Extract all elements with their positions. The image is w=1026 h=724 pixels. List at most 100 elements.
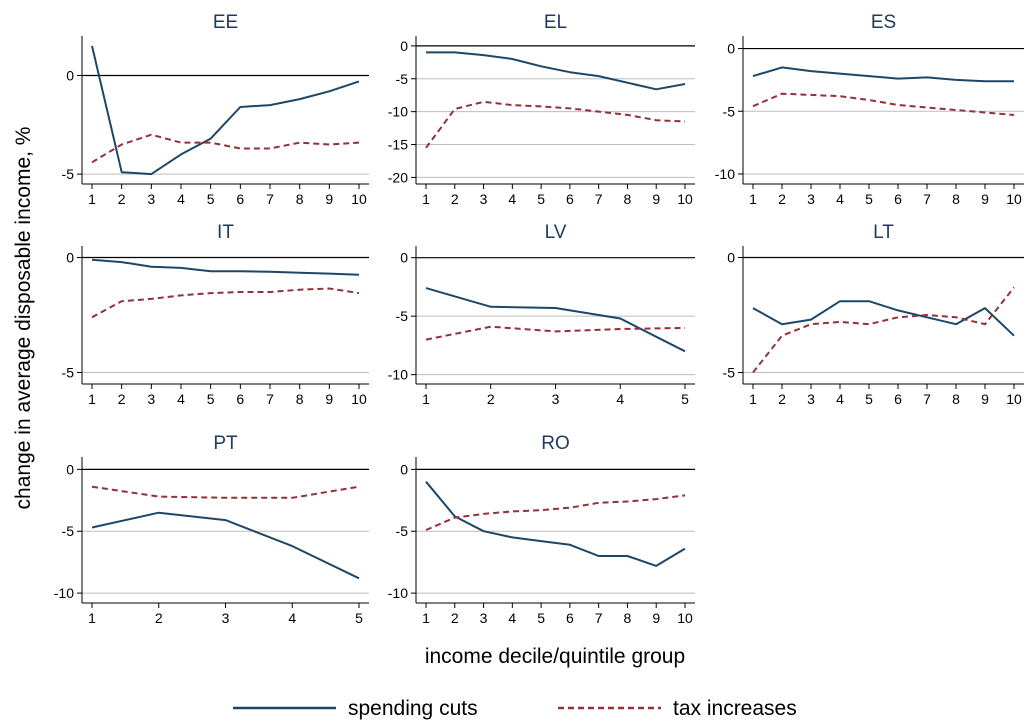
panel-title-es: ES (871, 12, 896, 33)
panel-title-ro: RO (541, 433, 570, 454)
panel-el: EL 0 -5 -10 -15 -20 1 2 3 4 5 6 7 8 9 10 (388, 12, 695, 207)
x-tick-label: 5 (207, 191, 215, 207)
panel-title-it: IT (217, 222, 234, 243)
panel-title-el: EL (544, 12, 567, 33)
x-tick-label: 2 (451, 191, 459, 207)
x-tick-label: 5 (537, 610, 545, 626)
x-tick-label: 4 (836, 191, 844, 207)
x-tick-label: 8 (296, 391, 304, 407)
x-tick-label: 2 (487, 391, 495, 407)
y-tick-label: -5 (723, 365, 736, 381)
legend: spending cuts tax increases (233, 697, 797, 720)
spending-cuts-line-lv (425, 287, 686, 353)
x-tick-label: 10 (677, 191, 693, 207)
x-tick-label: 3 (480, 610, 488, 626)
tax-increases-line-el (425, 100, 686, 149)
x-tick-label: 9 (652, 610, 660, 626)
x-tick-label: 5 (355, 610, 363, 626)
x-tick-label: 3 (807, 391, 815, 407)
y-tick-label: -5 (723, 103, 736, 119)
x-tick-label: 2 (778, 391, 786, 407)
y-tick-label: -5 (396, 71, 409, 87)
spending-cuts-line-pt (91, 511, 360, 580)
x-tick-label: 2 (155, 610, 163, 626)
x-tick-label: 2 (778, 191, 786, 207)
x-tick-label: 1 (422, 610, 430, 626)
y-tick-label: 0 (66, 461, 74, 477)
x-tick-label: 5 (207, 391, 215, 407)
panel-lv: LV 0 -5 -10 1 2 3 4 5 (388, 222, 695, 407)
x-tick-label: 6 (236, 191, 244, 207)
x-tick-label: 1 (422, 191, 430, 207)
x-tick-label: 10 (351, 191, 367, 207)
x-tick-label: 10 (677, 610, 693, 626)
x-tick-label: 7 (266, 191, 274, 207)
x-tick-label: 7 (595, 191, 603, 207)
x-tick-label: 3 (807, 191, 815, 207)
y-tick-label: -5 (396, 523, 409, 539)
y-tick-label: -10 (715, 166, 735, 182)
panel-it: IT 0 -5 1 2 3 4 5 6 7 8 9 10 (62, 222, 369, 407)
panel-title-ee: EE (213, 12, 238, 33)
x-tick-label: 10 (1006, 191, 1022, 207)
x-tick-label: 7 (595, 610, 603, 626)
x-tick-label: 1 (88, 610, 96, 626)
x-tick-label: 2 (451, 610, 459, 626)
x-tick-label: 1 (749, 191, 757, 207)
y-tick-label: -10 (388, 104, 408, 120)
panel-ro: RO 0 -5 -10 1 2 3 4 5 6 7 8 9 10 (388, 433, 695, 626)
y-tick-label: -5 (62, 523, 75, 539)
x-tick-label: 3 (147, 391, 155, 407)
x-tick-label: 9 (981, 191, 989, 207)
tax-increases-line-lt (752, 286, 1015, 374)
y-tick-label: -20 (388, 169, 408, 185)
x-tick-label: 2 (118, 391, 126, 407)
y-tick-label: 0 (400, 38, 408, 54)
x-tick-label: 9 (325, 191, 333, 207)
y-axis-label: change in average disposable income, % (12, 127, 35, 510)
x-tick-label: 5 (537, 191, 545, 207)
tax-increases-line-ee (91, 133, 360, 164)
x-tick-label: 3 (147, 191, 155, 207)
x-tick-label: 6 (566, 191, 574, 207)
y-tick-label: -10 (54, 585, 74, 601)
y-tick-label: -10 (388, 367, 408, 383)
y-tick-label: 0 (727, 250, 735, 266)
x-tick-label: 5 (865, 191, 873, 207)
x-tick-label: 3 (222, 610, 230, 626)
x-tick-label: 4 (616, 391, 624, 407)
x-tick-label: 4 (836, 391, 844, 407)
panel-es: ES 0 -5 -10 1 2 3 4 5 6 7 8 9 10 (715, 12, 1024, 207)
y-tick-label: 0 (400, 250, 408, 266)
x-tick-label: 5 (681, 391, 689, 407)
x-tick-label: 6 (566, 610, 574, 626)
panel-lt: LT 0 -5 1 2 3 4 5 6 7 8 9 10 (723, 222, 1024, 407)
x-tick-label: 4 (288, 610, 296, 626)
x-tick-label: 8 (952, 191, 960, 207)
x-tick-label: 2 (118, 191, 126, 207)
tax-increases-line-lv (425, 325, 686, 341)
spending-cuts-line-el (426, 51, 686, 91)
spending-cuts-line-ee (91, 45, 360, 176)
panel-title-lt: LT (873, 222, 894, 243)
y-tick-label: 0 (66, 67, 74, 83)
tax-increases-line-it (91, 287, 360, 319)
spending-cuts-line-lt (752, 300, 1015, 337)
x-tick-label: 6 (236, 391, 244, 407)
tax-increases-line-pt (91, 485, 360, 499)
x-tick-label: 4 (177, 191, 185, 207)
panel-pt: PT 0 -5 -10 1 2 3 4 5 (54, 433, 369, 626)
x-tick-label: 4 (177, 391, 185, 407)
y-tick-label: -5 (62, 166, 75, 182)
spending-cuts-line-ro (425, 481, 686, 567)
x-tick-label: 9 (652, 191, 660, 207)
x-axis-label: income decile/quintile group (425, 645, 685, 668)
tax-increases-line-ro (425, 494, 686, 531)
x-tick-label: 7 (923, 191, 931, 207)
x-tick-label: 4 (508, 610, 516, 626)
panel-ee: EE 0 -5 1 2 3 4 5 6 7 8 9 10 (62, 12, 369, 207)
legend-label-spending-cuts: spending cuts (348, 697, 478, 720)
y-tick-label: 0 (66, 250, 74, 266)
y-tick-label: -15 (388, 137, 408, 153)
